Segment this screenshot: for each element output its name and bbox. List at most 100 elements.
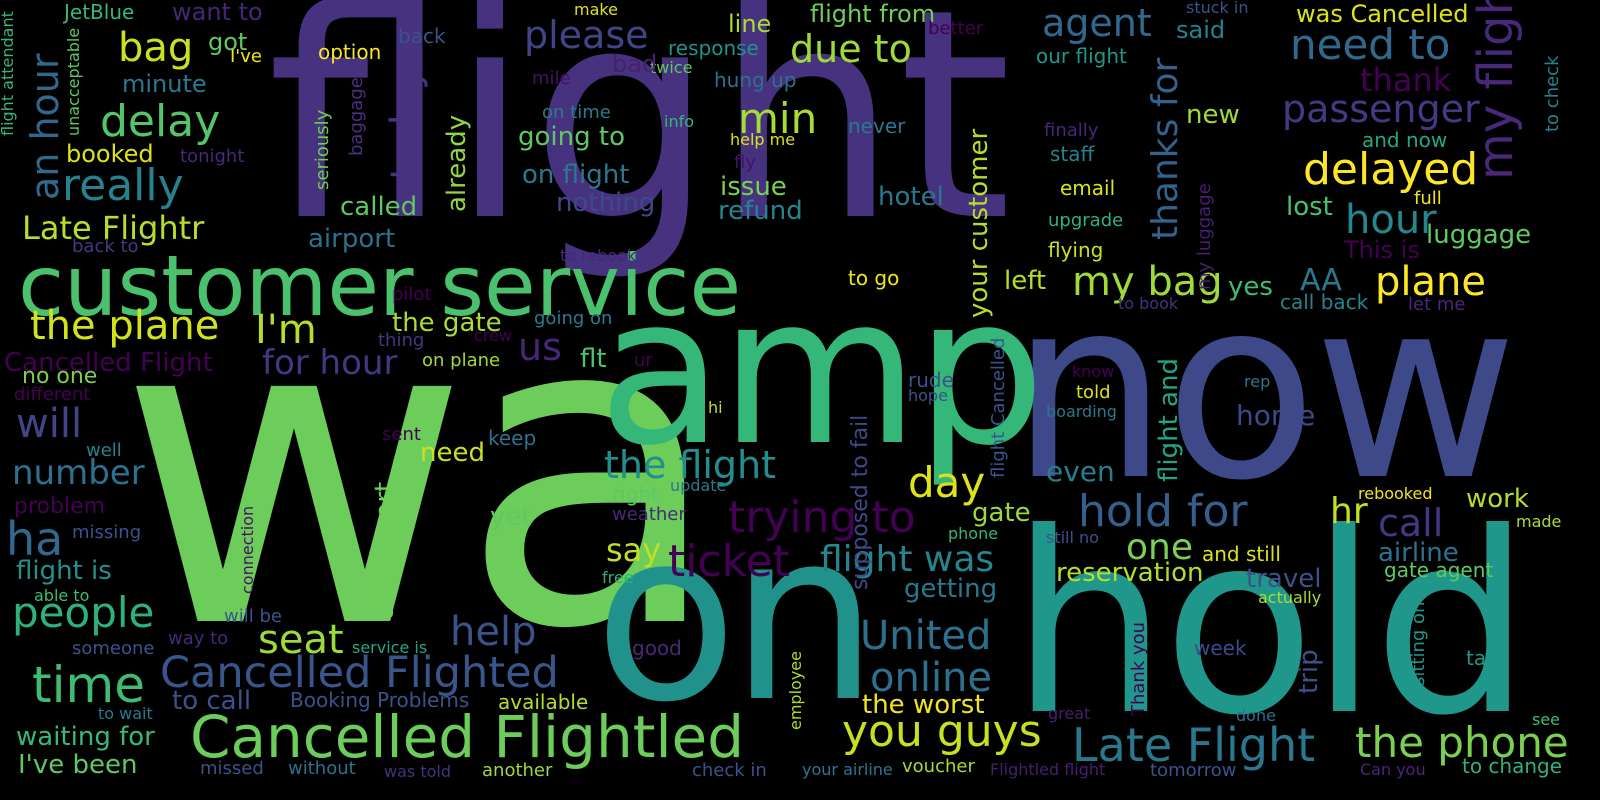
word-work: work xyxy=(1466,484,1529,514)
word-help: help xyxy=(450,609,537,655)
word-late-flight: Late Flight xyxy=(1072,718,1316,772)
word-getting: getting xyxy=(904,574,998,604)
word-cancelled-flighted: Cancelled Flighted xyxy=(160,648,559,698)
word-back-to: back to xyxy=(72,236,139,257)
word-our-flight: our flight xyxy=(1036,44,1127,68)
word-unacceptable: unacceptable xyxy=(64,27,83,136)
word-thank: thank xyxy=(1360,61,1452,99)
word-available: available xyxy=(498,690,589,714)
word-aa: AA xyxy=(1300,263,1342,298)
word-airline: airline xyxy=(1378,538,1459,568)
word-really: really xyxy=(62,160,184,211)
word-no-one: no one xyxy=(22,364,98,389)
word-week: week xyxy=(1194,636,1247,660)
word-ive-been: I've been xyxy=(18,750,138,780)
word-tonight: tonight xyxy=(180,146,245,167)
word-day: day xyxy=(908,458,986,507)
word-one: one xyxy=(1126,527,1193,568)
word-number: number xyxy=(12,453,145,493)
word-sent: sent xyxy=(382,424,421,445)
word-know: know xyxy=(1072,362,1115,381)
word-now: now xyxy=(1010,244,1518,535)
word-got: got xyxy=(208,28,248,56)
word-want-to: want to xyxy=(172,0,263,26)
word-hope: hope xyxy=(908,386,948,405)
word-supposed-to-fail: supposed to fail xyxy=(848,414,873,590)
word-great: great xyxy=(1048,704,1091,723)
word-flight-and: flight and xyxy=(1154,358,1184,482)
word-yet: yet xyxy=(490,502,532,532)
word-info: info xyxy=(664,112,695,131)
word-seat: seat xyxy=(258,617,344,663)
word-ur: ur xyxy=(634,350,653,371)
word-better: better xyxy=(928,18,984,39)
word-still-no: still no xyxy=(1046,528,1099,547)
word-stuck-in: stuck in xyxy=(1186,0,1249,17)
word-amp: amp xyxy=(598,253,1045,491)
word-finally: finally xyxy=(1044,120,1099,141)
word-twice: twice xyxy=(650,58,693,77)
word-right: right xyxy=(612,482,659,506)
word-response: response xyxy=(668,36,759,60)
word-and-still: and still xyxy=(1202,542,1281,566)
word-rebooked: rebooked xyxy=(1358,484,1433,503)
word-will: will xyxy=(16,401,83,447)
word-rep: rep xyxy=(1244,372,1271,391)
word-an-hour: an hour xyxy=(23,53,67,201)
word-airport: airport xyxy=(308,224,396,254)
word-left: left xyxy=(1004,266,1047,296)
word-way-to: way to xyxy=(168,628,229,649)
word-baggage: baggage xyxy=(346,77,367,156)
word-update: update xyxy=(670,476,727,495)
word-made: made xyxy=(1516,512,1562,531)
word-delay: delay xyxy=(100,96,221,147)
word-take: take xyxy=(1466,646,1510,670)
word-going-to: going to xyxy=(518,122,625,152)
word-wa: wa xyxy=(118,223,723,723)
word-staff: staff xyxy=(1050,142,1095,166)
word-delayed: delayed xyxy=(1303,144,1479,195)
word-to-check: to check xyxy=(1542,55,1563,133)
word-my-luggage: my luggage xyxy=(1194,183,1215,290)
word-flight: flight xyxy=(267,0,1012,285)
word-luggage: luggage xyxy=(1426,220,1532,250)
word-flying: flying xyxy=(1048,238,1104,262)
word-call: call xyxy=(1378,501,1444,545)
word-voucher: voucher xyxy=(902,756,975,777)
word-was-cancelled: was Cancelled xyxy=(1296,0,1469,28)
word-keep: keep xyxy=(488,426,537,450)
word-hour: hour xyxy=(1345,197,1437,243)
word-said: said xyxy=(1176,16,1226,44)
word-upgrade: upgrade xyxy=(1048,210,1124,231)
word-hold-for: hold for xyxy=(1078,486,1248,537)
word-your-airline: your airline xyxy=(802,760,893,779)
word-ive: I've xyxy=(230,46,262,67)
word-minute: minute xyxy=(122,70,207,98)
word-ha: ha xyxy=(6,512,64,566)
word-time: time xyxy=(32,656,145,714)
word-was-told: was told xyxy=(384,762,451,781)
word-connection: connection xyxy=(238,505,257,594)
word-min: min xyxy=(738,94,818,143)
word-trip: trip xyxy=(1294,649,1324,694)
word-booking-problems: Booking Problems xyxy=(290,688,470,712)
word-reservation: reservation xyxy=(1056,558,1204,588)
word-call-back: call back xyxy=(1280,290,1369,314)
word-flightled-flight: Flightled flight xyxy=(990,760,1106,779)
word-on-time: on time xyxy=(542,102,611,123)
word-different: different xyxy=(14,384,91,405)
word-nothing: nothing xyxy=(556,188,656,218)
word-lost: lost xyxy=(1286,192,1333,222)
word-never: never xyxy=(848,114,906,138)
word-bag: bag xyxy=(118,25,194,71)
word-problem: problem xyxy=(14,494,106,519)
word-able-to: able to xyxy=(34,586,90,605)
word-bad: bad xyxy=(612,50,658,78)
word-gate-agent: gate agent xyxy=(1384,558,1494,582)
word-actually: actually xyxy=(1258,588,1322,607)
word-flight-was: flight was xyxy=(820,539,995,580)
word-need-to: need to xyxy=(1290,20,1451,69)
word-late-flightr: Late Flightr xyxy=(22,209,205,247)
word-the-flight: the flight xyxy=(604,443,777,487)
